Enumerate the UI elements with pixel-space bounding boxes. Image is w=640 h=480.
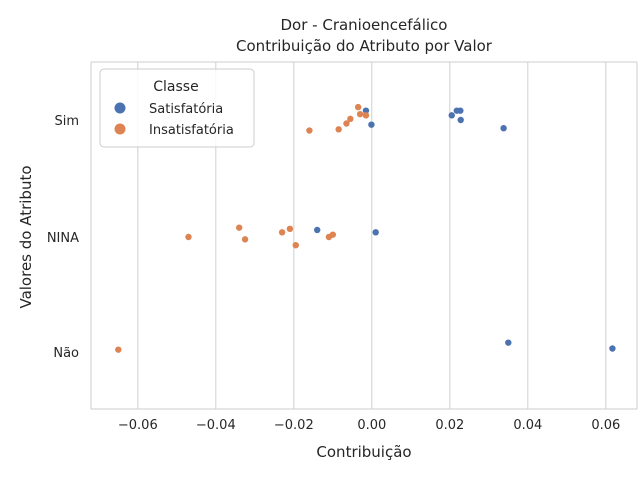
data-point [306, 127, 313, 134]
data-point [354, 103, 362, 111]
data-point [278, 229, 286, 236]
data-point [356, 110, 364, 118]
x-tick-label: −0.02 [274, 418, 314, 433]
y-tick-label: Sim [54, 114, 79, 129]
x-tick-label: −0.04 [196, 418, 236, 433]
legend-label-satisfatoria: Satisfatória [149, 102, 223, 117]
chart-subtitle: Contribuição do Atributo por Valor [236, 37, 493, 55]
data-point [292, 241, 299, 249]
data-point [241, 236, 249, 243]
data-point [343, 120, 350, 127]
data-point [372, 229, 379, 236]
chart-title: Dor - Cranioencefálico [281, 16, 448, 34]
data-point [500, 124, 507, 132]
x-tick-label: 0.06 [591, 418, 620, 433]
data-point [236, 224, 243, 231]
data-point [115, 346, 122, 353]
y-tick-label: NINA [47, 231, 79, 246]
plot-area: −0.06 −0.04 −0.02 0.00 0.02 0.04 0.06 Sim NINA Nã… [47, 61, 638, 433]
data-point [505, 339, 512, 346]
x-tick-label: 0.00 [357, 418, 386, 433]
legend-box [99, 68, 255, 148]
data-point [448, 112, 455, 119]
data-point [325, 233, 333, 241]
legend-label-insatisfatoria: Insatisfatória [149, 123, 234, 138]
data-point [457, 116, 464, 124]
x-tick-label: 0.04 [513, 418, 542, 433]
data-point [609, 345, 616, 352]
legend-title: Classe [153, 79, 198, 95]
x-tick-label: −0.06 [118, 418, 158, 433]
x-tick-label: 0.02 [435, 418, 464, 433]
legend-marker-satisfatoria [114, 102, 126, 114]
data-point [362, 107, 370, 114]
data-point [286, 225, 294, 233]
data-point [457, 107, 464, 114]
data-point [362, 112, 370, 119]
data-point [347, 115, 354, 123]
data-point [335, 126, 342, 133]
data-point [185, 233, 192, 241]
legend: Classe Satisfatória Insatisfatória [99, 68, 255, 148]
x-axis-label: Contribuição [316, 443, 411, 461]
y-axis-label: Valores do Atributo [17, 165, 35, 308]
data-point [314, 226, 321, 234]
y-tick-label: Não [53, 346, 79, 361]
legend-marker-insatisfatoria [114, 123, 126, 135]
data-point [368, 121, 375, 128]
